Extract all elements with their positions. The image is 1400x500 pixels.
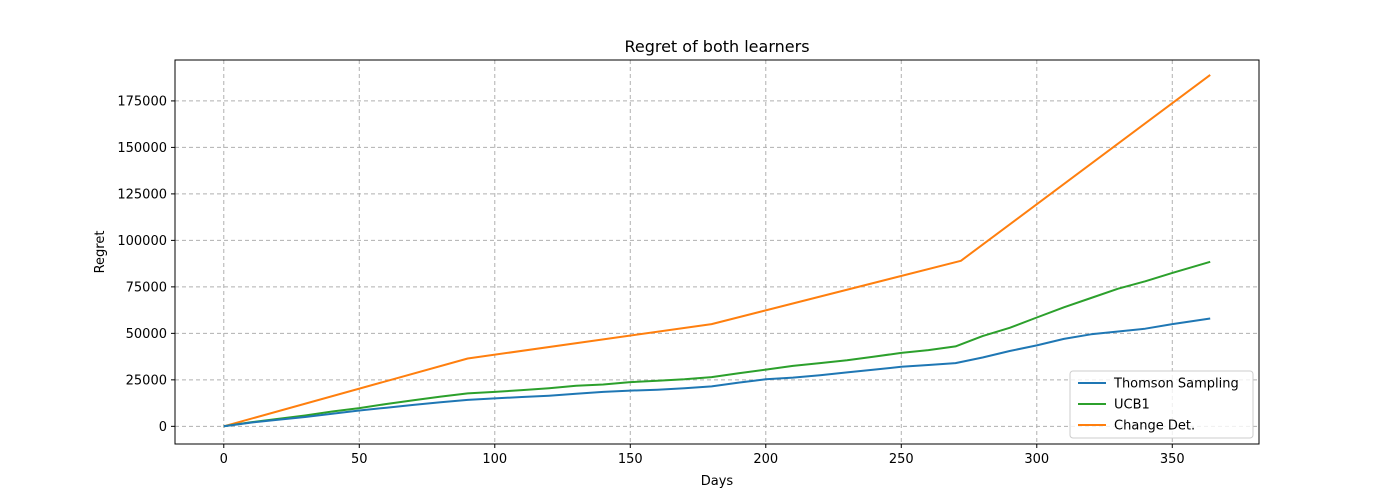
series-layer <box>223 74 1211 428</box>
y-tick-label: 75000 <box>126 280 167 295</box>
series-line-change-det <box>223 74 1211 428</box>
y-axis-label: Regret <box>93 231 108 274</box>
x-axis-label: Days <box>701 474 734 489</box>
x-tick-label: 0 <box>220 452 228 467</box>
y-tick-label: 0 <box>159 420 167 435</box>
x-tick-label: 150 <box>618 452 643 467</box>
legend-label: Thomson Sampling <box>1113 377 1239 392</box>
y-tick-label: 50000 <box>126 327 167 342</box>
tick-layer: 0 50 100 150 200 250 300 350 0 25000 50000 75000 100… <box>117 94 1184 467</box>
legend-box <box>1069 370 1254 439</box>
series-line-thomson-sampling <box>223 317 1211 428</box>
legend-label: Change Det. <box>1114 419 1195 434</box>
x-tick-label: 200 <box>753 452 778 467</box>
y-tick-label: 150000 <box>117 141 167 156</box>
chart-title: Regret of both learners <box>624 37 809 56</box>
y-tick-label: 125000 <box>117 187 167 202</box>
legend-label: UCB1 <box>1114 398 1150 413</box>
plot-frame <box>174 59 1260 445</box>
y-tick-label: 100000 <box>117 234 167 249</box>
x-tick-label: 350 <box>1160 452 1185 467</box>
x-tick-label: 50 <box>351 452 368 467</box>
x-tick-label: 300 <box>1024 452 1049 467</box>
y-tick-label: 25000 <box>126 373 167 388</box>
y-tick-label: 175000 <box>117 94 167 109</box>
legend: Thomson Sampling UCB1 Change Det. <box>1069 370 1254 439</box>
x-tick-label: 100 <box>482 452 507 467</box>
series-line-ucb1 <box>223 260 1211 428</box>
x-tick-label: 250 <box>889 452 914 467</box>
